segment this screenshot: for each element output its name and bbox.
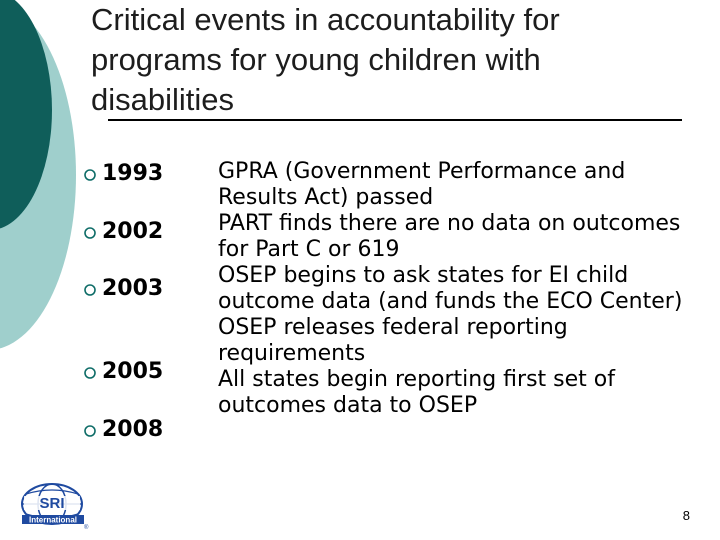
bullet-circle-icon [84,367,96,379]
decorative-teal-shapes [0,0,76,349]
dark-teal-ellipse [0,0,52,229]
logo-main-text: SRI [39,495,64,512]
event-description: OSEP releases federal reporting requirem… [218,315,568,366]
bullet-circle-icon [84,227,96,239]
event-descriptions: GPRA (Government Performance and Results… [218,159,698,419]
event-year: 2005 [102,359,164,384]
event-year: 2008 [102,417,164,442]
bullet-circle-icon [84,169,96,181]
event-year: 2002 [102,219,164,244]
bullet-circle-icon [84,425,96,437]
event-year: 1993 [102,161,164,186]
page-number: 8 [682,508,690,523]
slide-title: Critical events in accountability for pr… [91,2,560,117]
logo-registered-mark: ® [84,524,89,530]
event-description: GPRA (Government Performance and Results… [218,159,626,210]
event-description: OSEP begins to ask states for EI child o… [218,263,683,314]
event-year: 2003 [102,276,164,301]
title-underline [108,119,682,121]
sri-international-logo: SRI International ® [21,483,89,530]
event-description: PART finds there are no data on outcomes… [218,211,681,262]
bullet-circle-icon [84,284,96,296]
logo-sub-text: International [29,516,77,525]
event-description: All states begin reporting first set of … [218,367,615,418]
